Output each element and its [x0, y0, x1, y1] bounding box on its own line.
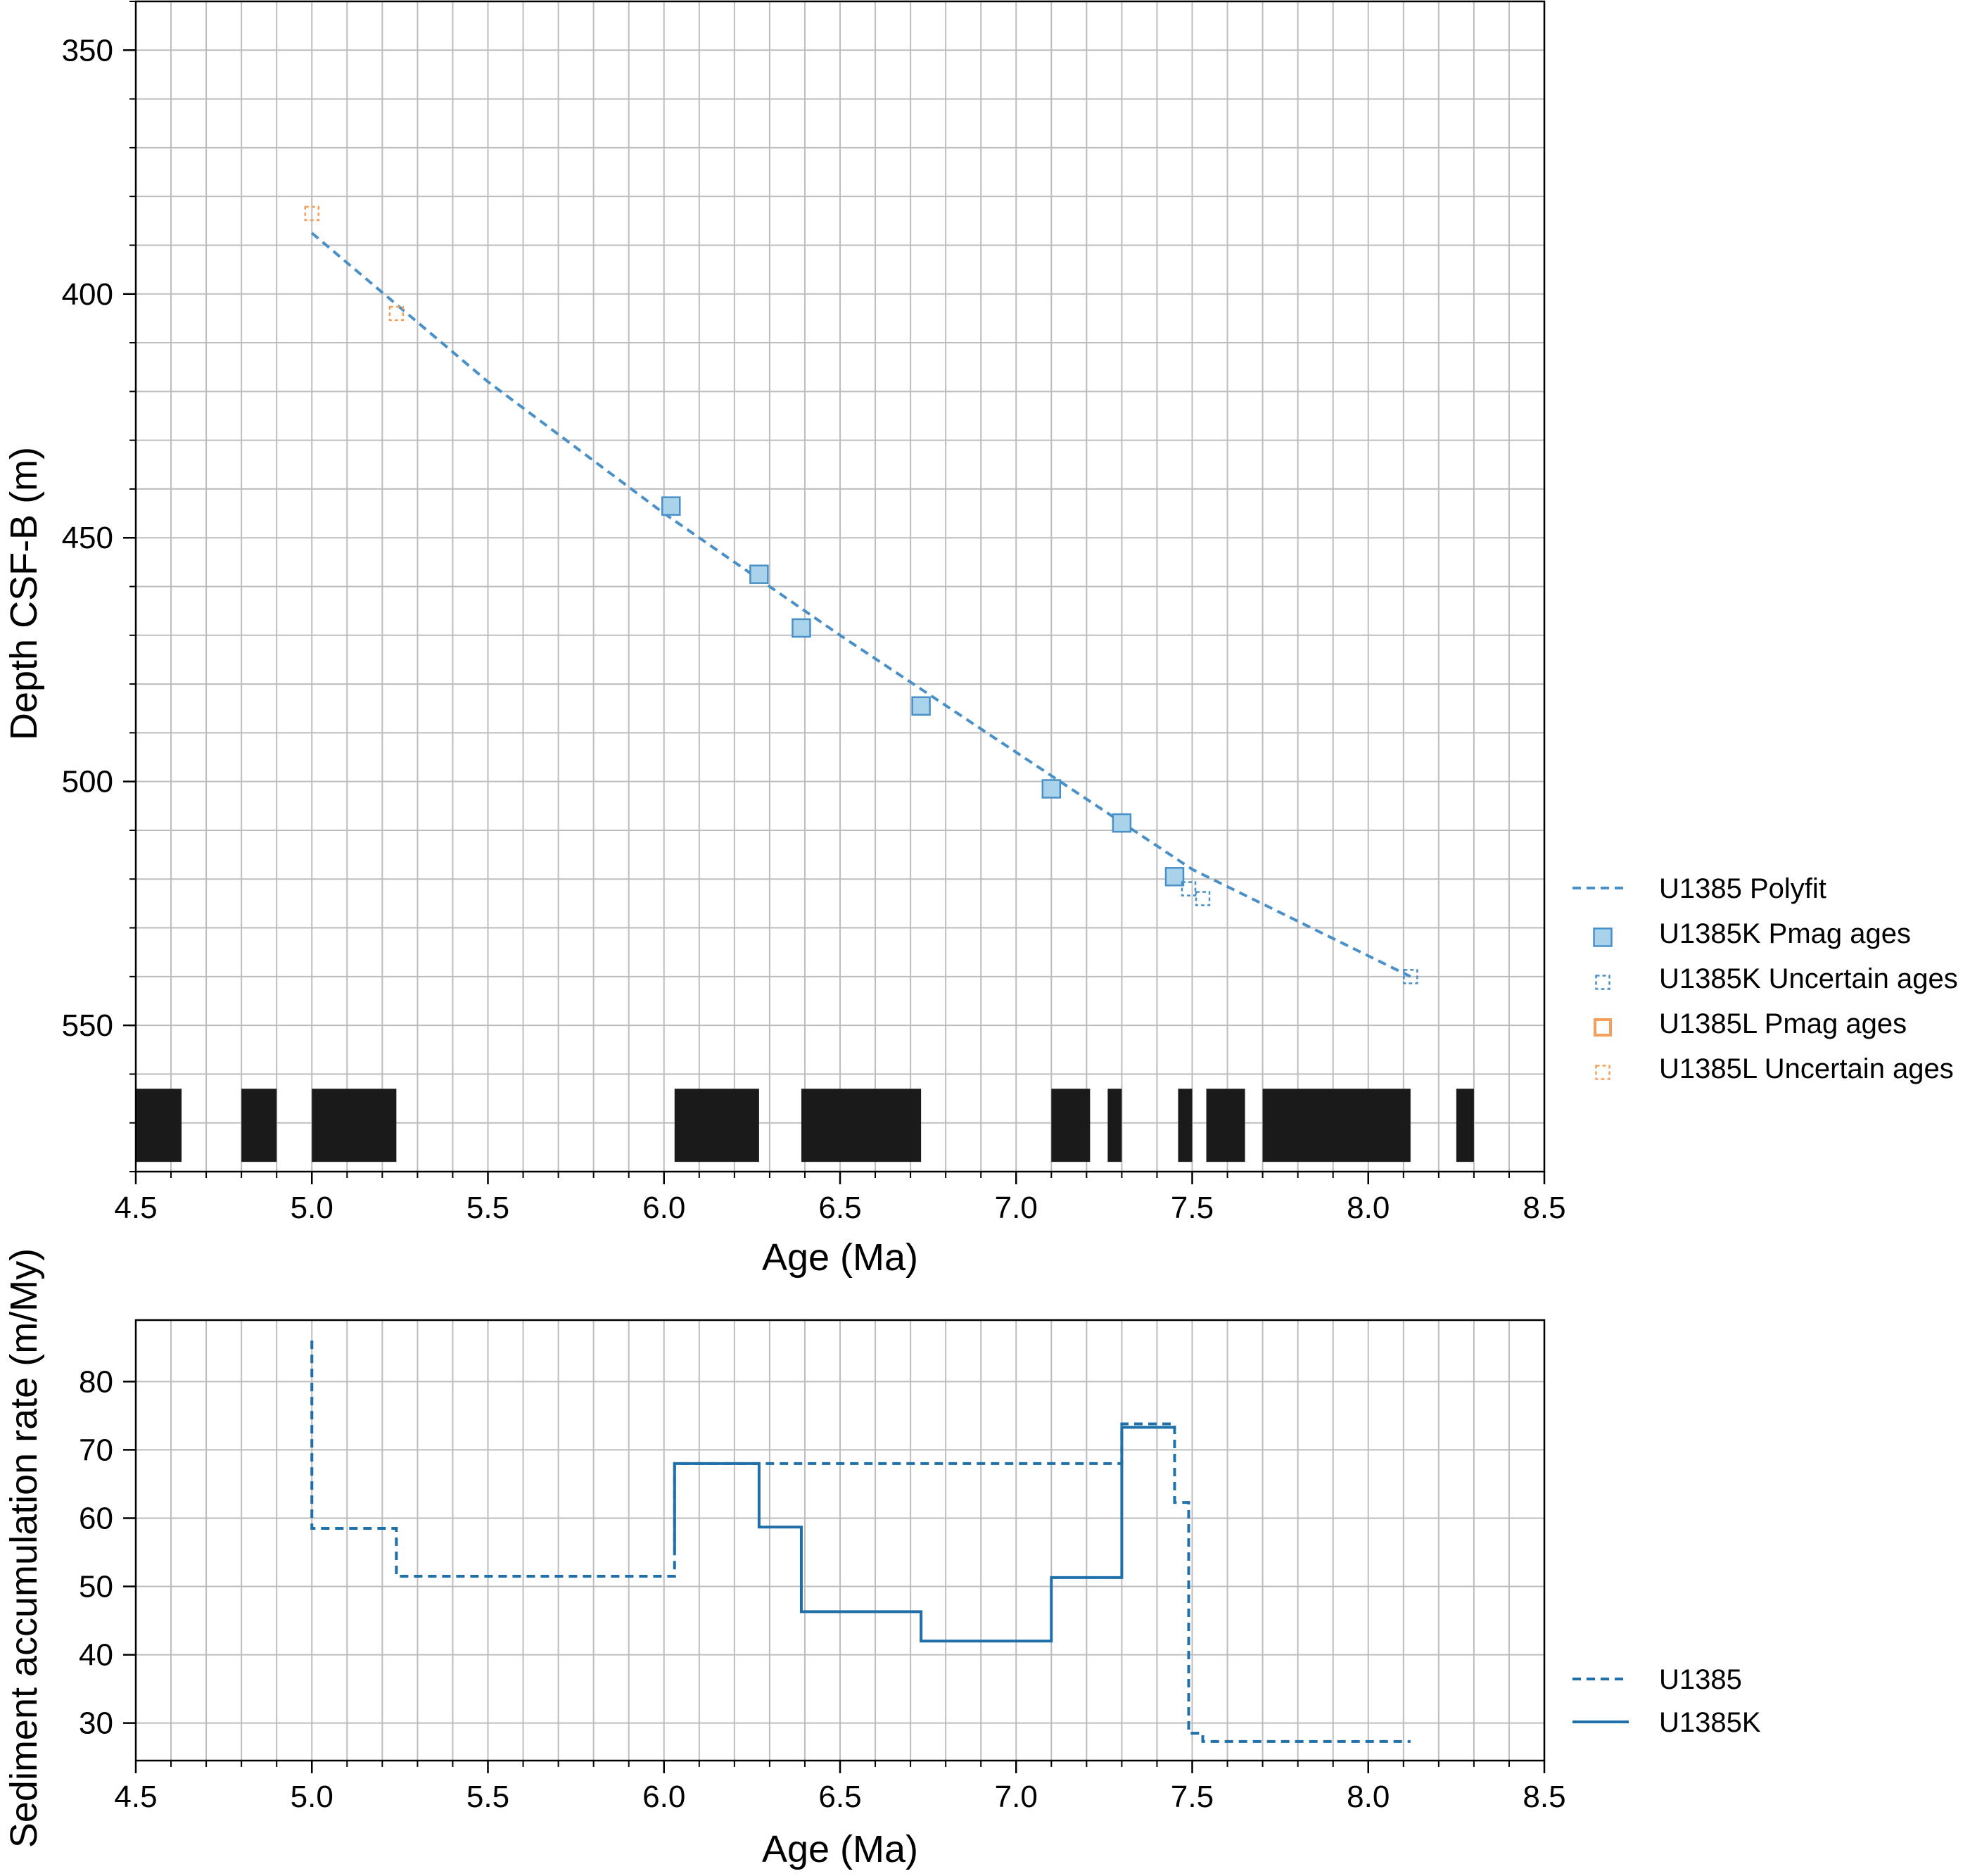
plot-area — [304, 205, 1418, 984]
legend-item: U1385 Polyfit — [1572, 873, 1826, 904]
y-axis-title: Depth CSF-B (m) — [3, 447, 45, 740]
polarity-chron-bar — [1178, 1089, 1193, 1162]
legend-item: U1385L Uncertain ages — [1595, 1053, 1954, 1084]
polarity-chron-bar — [1107, 1089, 1122, 1162]
polarity-chron-bar — [1456, 1089, 1474, 1162]
legend-label: U1385K Uncertain ages — [1659, 963, 1958, 994]
y-tick-label: 400 — [62, 277, 113, 312]
legend: U1385 U1385K — [1572, 1664, 1761, 1738]
y-axis: 350 400 450 500 550 — [62, 1, 136, 1172]
grid — [135, 1320, 1545, 1761]
polarity-chron-bar — [1206, 1089, 1245, 1162]
legend-label: U1385L Pmag ages — [1659, 1008, 1907, 1039]
legend-marker-swatch — [1593, 927, 1613, 947]
legend-label: U1385 — [1659, 1664, 1742, 1695]
accumulation-rate-panel: 4.5 5.0 5.5 6.0 6.5 7.0 7.5 8.0 8.5 30 40 50 60 70 80… — [3, 1248, 1761, 1870]
x-tick-label: 5.5 — [466, 1191, 509, 1225]
x-tick-label: 6.5 — [818, 1191, 861, 1225]
polarity-chron-bar — [312, 1089, 397, 1162]
polyfit-line — [310, 232, 1411, 978]
polarity-chron-bar — [241, 1089, 277, 1162]
uncertain-age-point — [1403, 969, 1418, 984]
plot-area — [310, 1341, 1411, 1743]
accumulation-rate-line — [673, 1426, 1175, 1643]
y-tick-label: 40 — [79, 1638, 113, 1673]
legend-label: U1385K Pmag ages — [1659, 918, 1911, 949]
x-tick-label: 7.0 — [995, 1780, 1038, 1814]
x-tick-label: 4.5 — [114, 1780, 157, 1814]
legend-label: U1385K — [1659, 1707, 1761, 1738]
x-tick-label: 8.5 — [1523, 1780, 1565, 1814]
polarity-chron-bar — [136, 1089, 182, 1162]
legend-label: U1385 Polyfit — [1659, 873, 1826, 904]
legend-item: U1385K — [1572, 1707, 1761, 1738]
y-axis: 30 40 50 60 70 80 — [79, 1364, 136, 1741]
polarity-chron-bar — [674, 1089, 759, 1162]
x-tick-label: 5.0 — [291, 1191, 333, 1225]
legend-item: U1385 — [1572, 1664, 1742, 1695]
legend-item: U1385L Pmag ages — [1594, 1008, 1907, 1039]
x-axis-title: Age (Ma) — [762, 1236, 918, 1279]
y-tick-label: 80 — [79, 1364, 113, 1399]
grid — [135, 1, 1545, 1172]
x-tick-label: 7.0 — [995, 1191, 1038, 1225]
x-tick-label: 6.5 — [818, 1780, 861, 1814]
legend-marker-swatch — [1595, 1065, 1610, 1080]
x-tick-label: 6.0 — [642, 1780, 685, 1814]
uncertain-age-point — [304, 205, 319, 222]
depth-age-panel: 4.5 5.0 5.5 6.0 6.5 7.0 7.5 8.0 8.5 350 400 450 500… — [3, 0, 1958, 1279]
pmag-age-point — [911, 696, 931, 716]
x-tick-label: 8.5 — [1523, 1191, 1565, 1225]
pmag-age-point — [661, 496, 681, 516]
y-tick-label: 60 — [79, 1501, 113, 1535]
x-tick-label: 7.5 — [1171, 1191, 1214, 1225]
uncertain-age-point — [388, 305, 405, 322]
x-axis: 4.5 5.0 5.5 6.0 6.5 7.0 7.5 8.0 8.5 — [114, 1761, 1566, 1814]
x-tick-label: 4.5 — [114, 1191, 157, 1225]
uncertain-age-point — [1181, 881, 1197, 896]
x-tick-label: 7.5 — [1171, 1780, 1214, 1814]
uncertain-age-point — [1195, 891, 1211, 906]
y-tick-label: 70 — [79, 1433, 113, 1467]
accumulation-rate-line — [310, 1341, 1411, 1743]
y-tick-label: 450 — [62, 521, 113, 555]
polarity-chron-bar — [1051, 1089, 1091, 1162]
x-tick-label: 8.0 — [1347, 1780, 1390, 1814]
y-tick-label: 350 — [62, 33, 113, 68]
x-tick-label: 6.0 — [642, 1191, 685, 1225]
pmag-age-point — [749, 564, 769, 584]
x-tick-label: 5.0 — [291, 1780, 333, 1814]
legend-item: U1385K Pmag ages — [1593, 918, 1911, 949]
legend-marker-swatch — [1595, 975, 1610, 990]
pmag-age-point — [792, 618, 811, 638]
x-axis-title: Age (Ma) — [762, 1828, 918, 1870]
y-axis-title: Sediment accumulation rate (m/My) — [3, 1248, 45, 1848]
polarity-chron-bars — [136, 1089, 1474, 1162]
polarity-chron-bar — [801, 1089, 922, 1162]
x-tick-label: 8.0 — [1347, 1191, 1390, 1225]
legend-label: U1385L Uncertain ages — [1659, 1053, 1954, 1084]
legend-item: U1385K Uncertain ages — [1595, 963, 1958, 994]
legend: U1385 Polyfit U1385K Pmag ages U1385K Unce… — [1572, 873, 1958, 1084]
polarity-chron-bar — [1262, 1089, 1411, 1162]
y-tick-label: 30 — [79, 1706, 113, 1741]
pmag-age-point — [1164, 867, 1185, 887]
y-tick-label: 500 — [62, 765, 113, 799]
y-tick-label: 550 — [62, 1008, 113, 1043]
y-tick-label: 50 — [79, 1570, 113, 1604]
legend-marker-swatch — [1594, 1018, 1612, 1037]
x-tick-label: 5.5 — [466, 1780, 509, 1814]
x-axis: 4.5 5.0 5.5 6.0 6.5 7.0 7.5 8.0 8.5 — [114, 1172, 1566, 1225]
pmag-age-point — [1041, 779, 1062, 799]
pmag-age-point — [1112, 813, 1132, 833]
